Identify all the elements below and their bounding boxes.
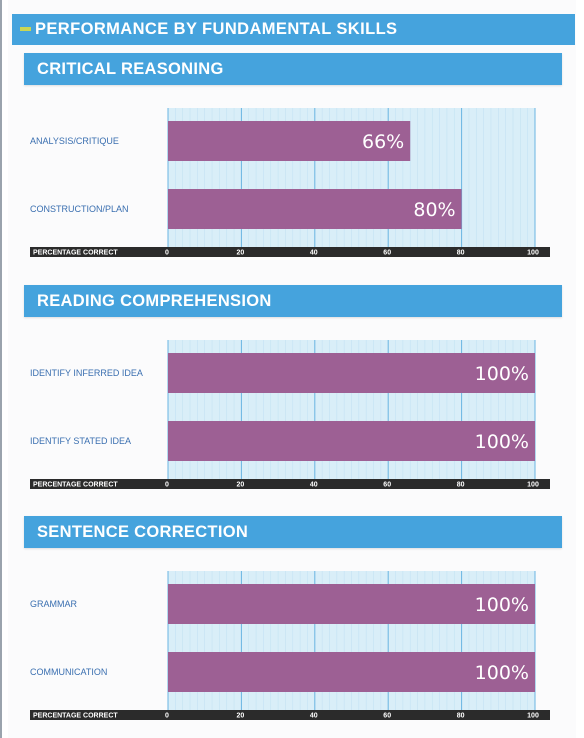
tick-label: 100 — [527, 250, 539, 257]
category-label: COMMUNICATION — [30, 667, 107, 677]
axis-strip — [30, 710, 550, 720]
left-border — [0, 0, 2, 738]
bar — [168, 652, 535, 692]
category-label: IDENTIFY INFERRED IDEA — [30, 368, 143, 378]
category-label: ANALYSIS/CRITIQUE — [30, 136, 119, 146]
axis-title: PERCENTAGE CORRECT — [33, 713, 118, 720]
tick-label: 20 — [237, 482, 245, 489]
section-header: SENTENCE CORRECTION — [24, 516, 562, 548]
bar — [168, 421, 535, 461]
chart-sentence-correction: 100% GRAMMAR 100% COMMUNICATION PERCENTAGE C… — [30, 571, 550, 720]
tick-label: 80 — [457, 713, 465, 720]
axis-strip — [30, 247, 550, 257]
tick-label: 0 — [165, 482, 169, 489]
data-label: 80% — [413, 199, 455, 221]
page-title: PERFORMANCE BY FUNDAMENTAL SKILLS — [35, 20, 398, 38]
tick-label: 40 — [310, 482, 318, 489]
category-label: IDENTIFY STATED IDEA — [30, 436, 131, 446]
tick-label: 100 — [527, 713, 539, 720]
data-label: 100% — [475, 594, 529, 616]
chart-critical-reasoning: 66% ANALYSIS/CRITIQUE 80% CONSTRUCTION/PLAN… — [30, 108, 550, 257]
accent-marker — [20, 26, 31, 31]
bar — [168, 353, 535, 393]
section-title: SENTENCE CORRECTION — [37, 522, 249, 541]
section-title: CRITICAL REASONING — [37, 59, 224, 78]
section-header: CRITICAL REASONING — [24, 53, 562, 85]
data-label: 100% — [475, 431, 529, 453]
tick-label: 40 — [310, 713, 318, 720]
tick-label: 60 — [383, 482, 391, 489]
axis-title: PERCENTAGE CORRECT — [33, 250, 118, 257]
tick-label: 80 — [457, 482, 465, 489]
chart-reading-comprehension: 100% IDENTIFY INFERRED IDEA 100% IDENTIFY S… — [30, 340, 550, 489]
section-title: READING COMPREHENSION — [37, 291, 272, 310]
bar — [168, 584, 535, 624]
data-label: 66% — [362, 131, 404, 153]
data-label: 100% — [475, 363, 529, 385]
tick-label: 20 — [237, 250, 245, 257]
bar — [168, 189, 462, 229]
axis-strip — [30, 479, 550, 489]
tick-label: 0 — [165, 713, 169, 720]
category-label: GRAMMAR — [30, 599, 78, 609]
tick-label: 100 — [527, 482, 539, 489]
tick-label: 0 — [165, 250, 169, 257]
section-critical-reasoning: CRITICAL REASONING 66% ANALYSIS/CRITIQUE 8… — [24, 53, 562, 261]
category-label: CONSTRUCTION/PLAN — [30, 204, 129, 214]
bar — [168, 121, 411, 161]
section-reading-comprehension: READING COMPREHENSION 100% IDENTIFY INFER… — [24, 285, 562, 493]
data-label: 100% — [475, 662, 529, 684]
axis-title: PERCENTAGE CORRECT — [33, 482, 118, 489]
tick-label: 60 — [383, 713, 391, 720]
tick-label: 60 — [383, 250, 391, 257]
tick-label: 20 — [237, 713, 245, 720]
section-sentence-correction: SENTENCE CORRECTION 100% GRAMMAR 100% COMMU… — [24, 516, 562, 724]
tick-label: 40 — [310, 250, 318, 257]
main-header: PERFORMANCE BY FUNDAMENTAL SKILLS — [12, 14, 575, 45]
section-header: READING COMPREHENSION — [24, 285, 562, 317]
tick-label: 80 — [457, 250, 465, 257]
